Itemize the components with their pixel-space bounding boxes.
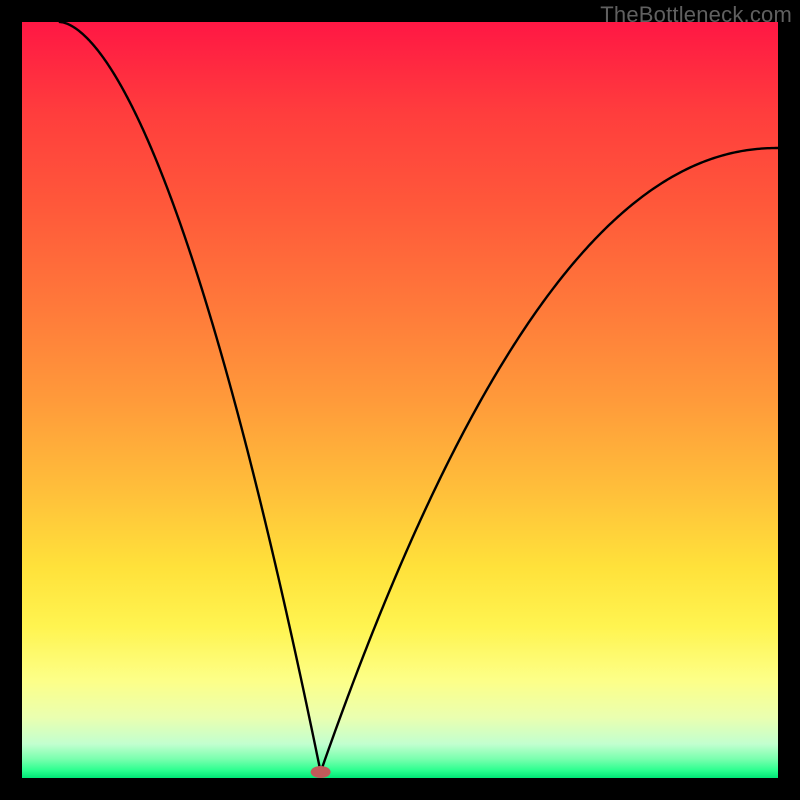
bottleneck-chart: TheBottleneck.com <box>0 0 800 800</box>
watermark-text: TheBottleneck.com <box>600 2 792 28</box>
optimal-point-marker <box>311 766 331 778</box>
gradient-background <box>22 22 778 778</box>
chart-canvas <box>0 0 800 800</box>
